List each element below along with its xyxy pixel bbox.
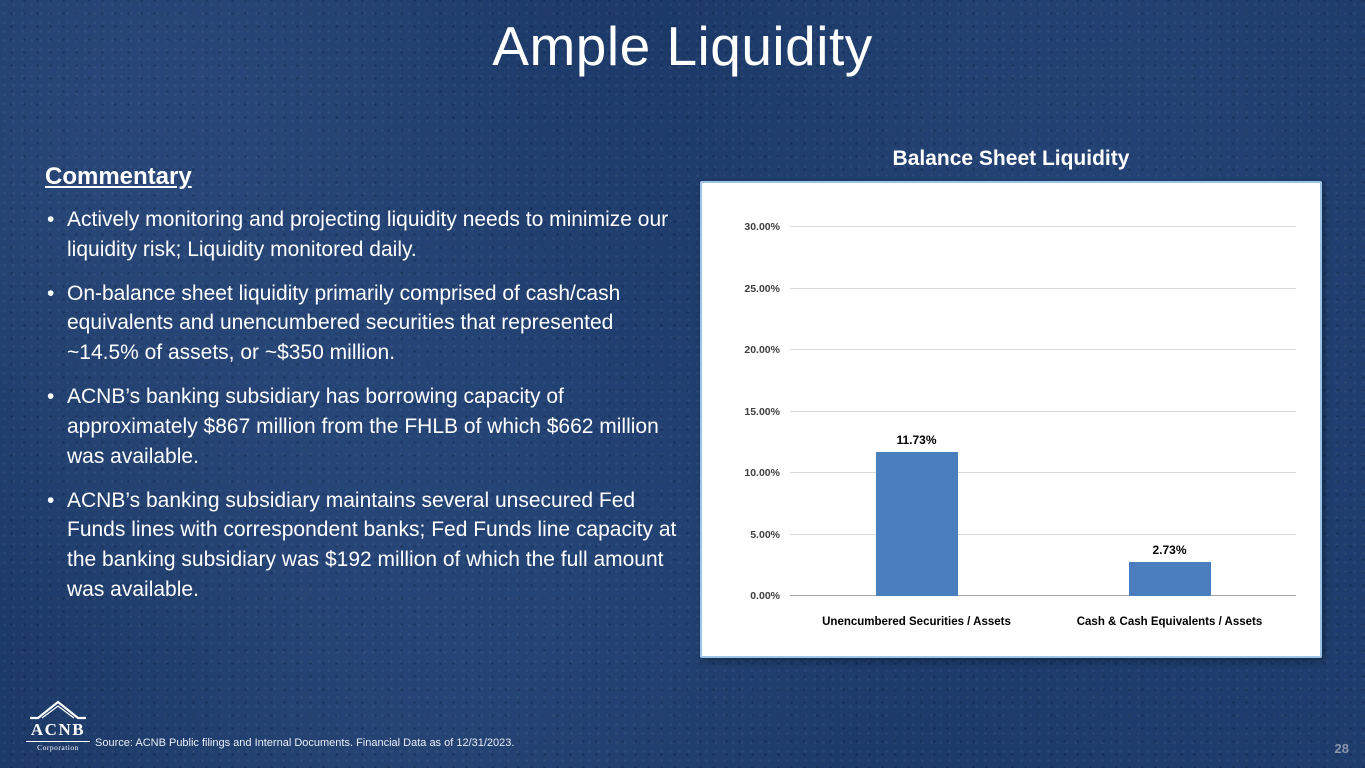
chart-panel: 30.00% 25.00% 20.00% 15.00% 10.00% 5.00% 0.00%…: [700, 181, 1322, 658]
y-axis-tick-label: 10.00%: [744, 467, 780, 479]
commentary-section: Commentary Actively monitoring and proje…: [45, 163, 690, 619]
source-text: Source: ACNB Public filings and Internal…: [95, 737, 515, 749]
bar-slot: 2.73%: [1043, 227, 1296, 596]
y-axis-tick-label: 15.00%: [744, 405, 780, 418]
chart-x-axis-labels: Unencumbered Securities / Assets Cash & C…: [790, 616, 1296, 628]
gridline: [790, 472, 1296, 473]
acnb-logo: ACNB Corporation: [26, 697, 90, 752]
page-number: 28: [1334, 741, 1349, 756]
bar-value-label: 2.73%: [1152, 543, 1187, 558]
chart-section: Balance Sheet Liquidity 30.00% 25.00% 20.0…: [700, 147, 1322, 658]
y-axis-tick-label: 20.00%: [744, 344, 780, 356]
y-axis-tick-label: 30.00%: [744, 221, 780, 233]
commentary-heading: Commentary: [45, 163, 192, 190]
chart-title: Balance Sheet Liquidity: [892, 147, 1130, 170]
x-axis-category-label: Cash & Cash Equivalents / Assets: [1076, 616, 1263, 628]
bar-value-label: 11.73%: [896, 432, 937, 447]
bar-slots: 11.73% 2.73%: [790, 227, 1296, 596]
bar-2: 2.73%: [1128, 543, 1211, 596]
commentary-bullet: ACNB’s banking subsidiary maintains seve…: [45, 486, 690, 605]
chart-plot: 30.00% 25.00% 20.00% 15.00% 10.00% 5.00% 0.00%…: [744, 221, 1296, 602]
bar-1: 11.73%: [875, 433, 958, 596]
commentary-bullet: On-balance sheet liquidity primarily com…: [45, 279, 690, 368]
commentary-bullet: Actively monitoring and projecting liqui…: [45, 205, 690, 265]
bar-slot: 11.73%: [790, 227, 1043, 596]
y-axis-tick-label: 0.00%: [750, 590, 780, 602]
commentary-bullet: ACNB’s banking subsidiary has borrowing …: [45, 382, 690, 471]
y-axis-tick-label: 25.00%: [744, 282, 780, 295]
slide-title: Ample Liquidity: [492, 15, 873, 77]
gridline: [790, 595, 1296, 596]
gridline: [790, 410, 1296, 412]
gridline: [790, 349, 1296, 350]
gridline: [790, 226, 1296, 227]
x-axis-category-label: Unencumbered Securities / Assets: [822, 616, 1011, 628]
acnb-roof-icon: [30, 700, 86, 720]
commentary-list: Actively monitoring and projecting liqui…: [45, 205, 690, 605]
logo-name: ACNB: [30, 720, 86, 740]
gridline: [790, 287, 1296, 289]
gridline: [790, 533, 1296, 535]
logo-subtitle: Corporation: [26, 741, 90, 752]
y-axis-tick-label: 5.00%: [750, 528, 780, 541]
